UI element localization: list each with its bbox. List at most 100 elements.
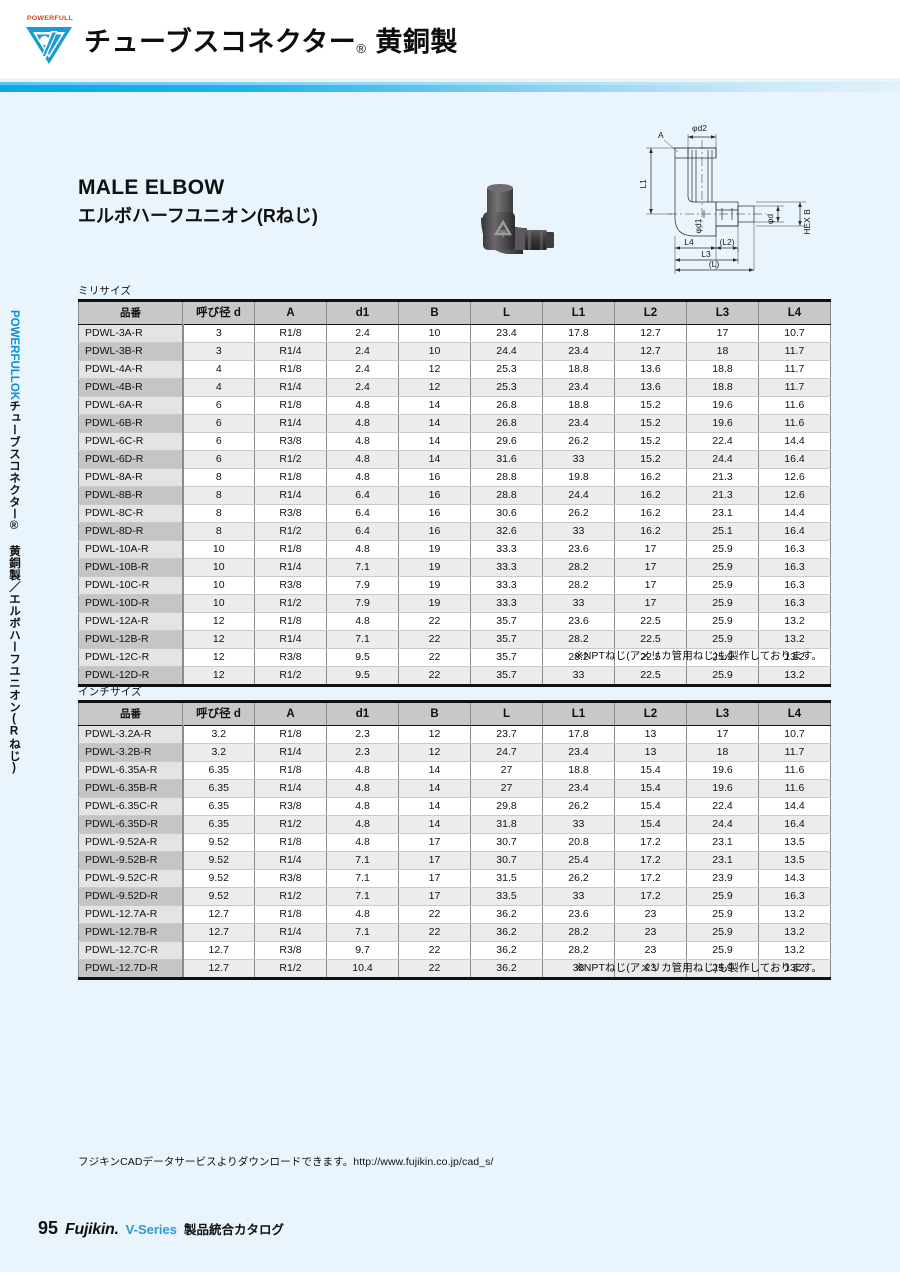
part-number-cell: PDWL-9.52D-R <box>78 887 184 906</box>
spec-cell: 4.8 <box>326 612 399 631</box>
column-header: 呼び径 d <box>182 700 255 726</box>
table-row: PDWL-6C-R 6 R3/8 4.8 14 29.6 26.2 15.2 22.4 14.4 <box>78 432 831 451</box>
spec-cell: 36.2 <box>470 923 543 942</box>
spec-cell: R1/8 <box>254 360 327 379</box>
spec-cell: 16.3 <box>758 887 831 906</box>
spec-cell: 19 <box>398 558 471 577</box>
spec-cell: 36.2 <box>470 941 543 960</box>
spec-cell: 16 <box>398 486 471 505</box>
spec-cell: 6.4 <box>326 486 399 505</box>
table-row: PDWL-8C-R 8 R3/8 6.4 16 30.6 26.2 16.2 23.1 14.4 <box>78 504 831 523</box>
spec-cell: 6.35 <box>182 797 255 816</box>
spec-cell: 22.4 <box>686 432 759 451</box>
spec-cell: 4.8 <box>326 779 399 798</box>
spec-cell: 23.7 <box>470 725 543 744</box>
spec-cell: 28.2 <box>542 630 615 649</box>
spec-cell: 18 <box>686 342 759 361</box>
table-row: PDWL-8D-R 8 R1/2 6.4 16 32.6 33 16.2 25.1 16.4 <box>78 522 831 541</box>
spec-cell: R1/8 <box>254 905 327 924</box>
spec-cell: 12.6 <box>758 486 831 505</box>
spec-cell: 12.6 <box>758 468 831 487</box>
table-caption-milli: ミリサイズ <box>78 285 132 297</box>
spec-cell: 19.6 <box>686 414 759 433</box>
spec-cell: 12.7 <box>182 923 255 942</box>
dimension-drawing: φd2 A L1 φd1 φd HEX B L4 (L2) L3 (L) <box>620 118 892 283</box>
spec-cell: 33 <box>542 450 615 469</box>
spec-cell: 25.9 <box>686 923 759 942</box>
column-header: L <box>470 299 543 325</box>
spec-cell: 6 <box>182 450 255 469</box>
table-row: PDWL-12.7B-R 12.7 R1/4 7.1 22 36.2 28.2 23 25.9 1… <box>78 923 831 942</box>
spec-cell: 22.5 <box>614 666 687 687</box>
spec-cell: 7.1 <box>326 923 399 942</box>
spec-cell: 18.8 <box>542 360 615 379</box>
spec-cell: 19 <box>398 594 471 613</box>
table-row: PDWL-8A-R 8 R1/8 4.8 16 28.8 19.8 16.2 21.3 12.6 <box>78 468 831 487</box>
spec-cell: R1/4 <box>254 923 327 942</box>
spec-cell: 7.1 <box>326 869 399 888</box>
catalog-label: 製品統合カタログ <box>183 1223 284 1237</box>
spec-cell: 35.7 <box>470 630 543 649</box>
spec-cell: 17.2 <box>614 887 687 906</box>
spec-cell: 16.2 <box>614 486 687 505</box>
spec-cell: 9.52 <box>182 887 255 906</box>
spec-cell: 28.2 <box>542 923 615 942</box>
spec-cell: 4 <box>182 360 255 379</box>
column-header: L <box>470 700 543 726</box>
table-row: PDWL-9.52D-R 9.52 R1/2 7.1 17 33.5 33 17.2 25.9 1… <box>78 887 831 906</box>
spec-cell: 13.2 <box>758 959 831 980</box>
spec-cell: 30.7 <box>470 833 543 852</box>
spec-cell: 25.9 <box>686 959 759 980</box>
fujikin-logo: Fujikin. <box>65 1221 119 1238</box>
spec-cell: 4.8 <box>326 833 399 852</box>
spec-cell: 12 <box>398 378 471 397</box>
spec-cell: 33.3 <box>470 558 543 577</box>
spec-cell: 19.6 <box>686 396 759 415</box>
spec-cell: 22 <box>398 905 471 924</box>
spec-cell: 36.2 <box>470 905 543 924</box>
spec-cell: 24.4 <box>542 486 615 505</box>
table-row: PDWL-10A-R 10 R1/8 4.8 19 33.3 23.6 17 25.9 16.3 <box>78 540 831 559</box>
table-row: PDWL-12A-R 12 R1/8 4.8 22 35.7 23.6 22.5 25.9 13.… <box>78 612 831 631</box>
male-elbow-product-image <box>481 184 554 254</box>
spec-cell: 4 <box>182 378 255 397</box>
spec-cell: 17 <box>614 576 687 595</box>
spec-cell: 17.2 <box>614 869 687 888</box>
spec-cell: 17 <box>686 324 759 343</box>
v-series-text: -Series <box>133 1222 177 1237</box>
side-index-label: チューブスコネクター® 黄銅製／エルボハーフユニオン(Rねじ) <box>8 400 20 775</box>
spec-cell: 10 <box>398 324 471 343</box>
spec-cell: 11.6 <box>758 779 831 798</box>
spec-cell: 22 <box>398 959 471 980</box>
part-number-cell: PDWL-12A-R <box>78 612 184 631</box>
spec-cell: 33.3 <box>470 576 543 595</box>
spec-cell: 22 <box>398 648 471 667</box>
table-row: PDWL-3.2B-R 3.2 R1/4 2.3 12 24.7 23.4 13 18 11.7 <box>78 743 831 762</box>
spec-cell: 17 <box>398 869 471 888</box>
spec-cell: 8 <box>182 504 255 523</box>
spec-cell: R1/8 <box>254 468 327 487</box>
table-row: PDWL-8B-R 8 R1/4 6.4 16 28.8 24.4 16.2 21.3 12.6 <box>78 486 831 505</box>
spec-cell: 12.7 <box>614 324 687 343</box>
spec-cell: 17 <box>686 725 759 744</box>
spec-cell: R1/2 <box>254 522 327 541</box>
spec-cell: 16.4 <box>758 522 831 541</box>
spec-cell: 22 <box>398 666 471 687</box>
table-row: PDWL-12.7A-R 12.7 R1/8 4.8 22 36.2 23.6 23 25.9 1… <box>78 905 831 924</box>
spec-cell: 31.5 <box>470 869 543 888</box>
spec-cell: 13.5 <box>758 833 831 852</box>
spec-cell: 28.2 <box>542 648 615 667</box>
column-header: d1 <box>326 700 399 726</box>
spec-cell: 33 <box>542 594 615 613</box>
spec-cell: 23.1 <box>686 504 759 523</box>
spec-cell: 16.2 <box>614 522 687 541</box>
spec-cell: 16.3 <box>758 540 831 559</box>
spec-cell: 33.5 <box>470 887 543 906</box>
spec-cell: 10.7 <box>758 324 831 343</box>
spec-cell: 28.2 <box>542 941 615 960</box>
spec-cell: R1/8 <box>254 396 327 415</box>
spec-cell: 10 <box>182 576 255 595</box>
spec-cell: R1/2 <box>254 594 327 613</box>
spec-cell: 33 <box>542 815 615 834</box>
